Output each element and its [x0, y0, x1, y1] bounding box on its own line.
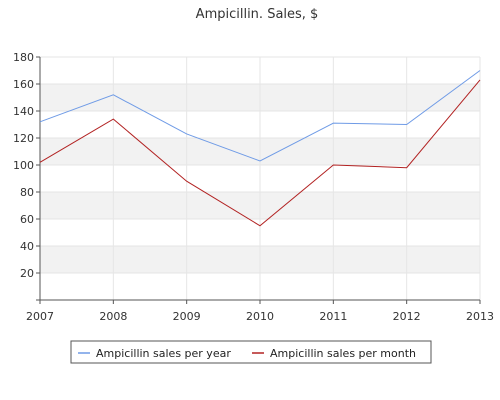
x-tick-label: 2010 [246, 310, 274, 323]
x-tick-label: 2008 [99, 310, 127, 323]
y-tick-label: 180 [13, 51, 34, 64]
y-tick-label: 80 [20, 186, 34, 199]
series-lines [39, 70, 481, 227]
y-tick-label: 140 [13, 105, 34, 118]
y-tick-label: 100 [13, 159, 34, 172]
series-line-year [39, 70, 481, 162]
y-tick-label: 60 [20, 213, 34, 226]
x-tick-label: 2009 [173, 310, 201, 323]
legend-label-year: Ampicillin sales per year [96, 347, 231, 360]
x-tick-label: 2007 [26, 310, 54, 323]
y-tick-label: 160 [13, 78, 34, 91]
y-tick-label: 120 [13, 132, 34, 145]
y-tick-label: 40 [20, 240, 34, 253]
y-axis-ticks: 20 40 60 80 100 120 140 160 180 [13, 51, 40, 301]
legend-label-month: Ampicillin sales per month [270, 347, 416, 360]
x-tick-label: 2011 [319, 310, 347, 323]
series-line-month [39, 79, 481, 227]
y-tick-label: 20 [20, 267, 34, 280]
x-tick-label: 2012 [393, 310, 421, 323]
chart-title: Ampicillin. Sales, $ [196, 7, 319, 22]
x-tick-label: 2013 [466, 310, 494, 323]
legend: Ampicillin sales per year Ampicillin sal… [70, 340, 432, 364]
x-axis-ticks: 2007 2008 2009 2010 2011 2012 2013 [26, 300, 494, 323]
vertical-gridlines [112, 57, 481, 300]
legend-box [70, 340, 432, 364]
